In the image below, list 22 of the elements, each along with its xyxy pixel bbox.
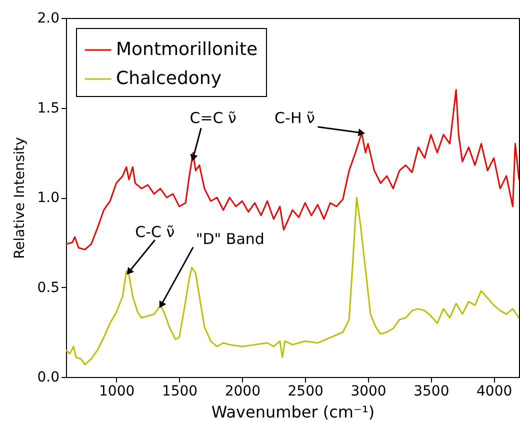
y-tick-label: 0.0	[37, 370, 60, 386]
x-axis-title: Wavenumber (cm⁻¹)	[211, 402, 375, 421]
x-tick-label: 2500	[288, 384, 324, 400]
line-series	[66, 89, 519, 250]
legend-label: Chalcedony	[116, 68, 222, 89]
line-series	[66, 196, 519, 366]
legend-label: Montmorillonite	[116, 39, 258, 60]
x-tick-label: 3000	[350, 384, 386, 400]
annotation: "D" Band	[196, 230, 264, 248]
x-tick-label: 1500	[162, 384, 198, 400]
x-tick-label: 4000	[476, 384, 512, 400]
x-tick-label: 2000	[224, 384, 260, 400]
annotation: C=C ν̃	[190, 109, 236, 128]
y-tick-label: 0.5	[37, 280, 60, 296]
annotation: C-H ν̃	[274, 108, 315, 127]
y-axis-title: Relative Intensity	[12, 137, 28, 259]
annotation: C-C ν̃	[135, 222, 175, 241]
y-tick-label: 1.0	[37, 190, 60, 206]
x-tick-label: 3500	[414, 384, 450, 400]
x-tick-label: 1000	[99, 384, 135, 400]
y-tick-label: 2.0	[37, 10, 60, 26]
y-tick-label: 1.5	[37, 100, 60, 116]
